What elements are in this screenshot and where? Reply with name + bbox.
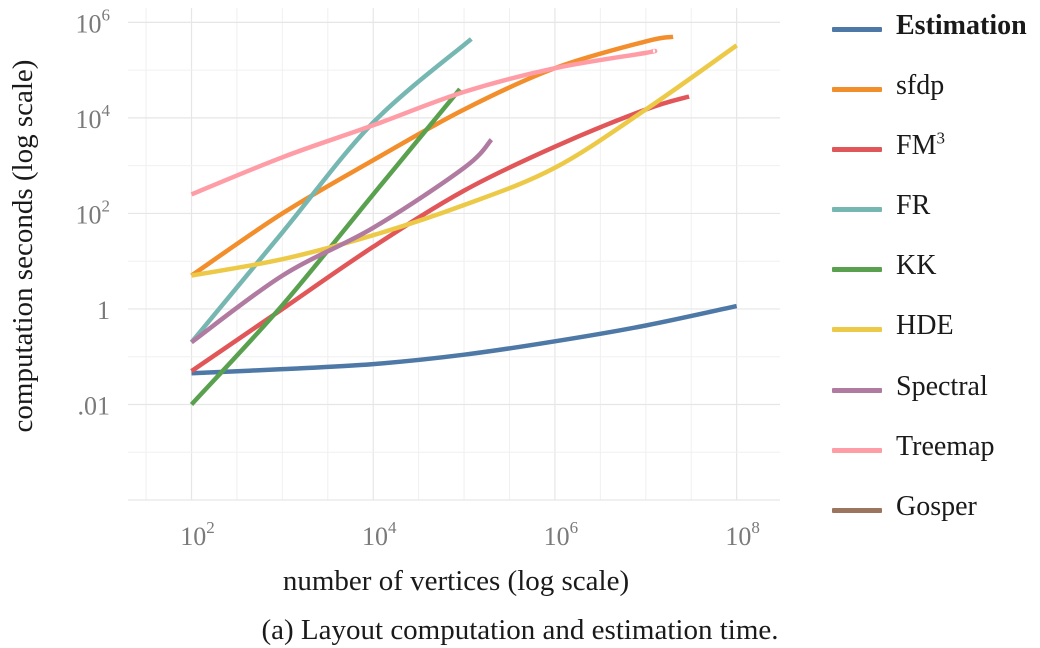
series-line-fr xyxy=(189,37,473,344)
legend-swatch xyxy=(832,147,882,153)
y-axis-title: computation seconds (log scale) xyxy=(7,60,39,433)
x-tick-labels: 102 104 106 108 xyxy=(180,518,760,551)
series-line-spectral xyxy=(190,138,494,345)
legend-label: FM3 xyxy=(896,128,945,162)
legend-swatch xyxy=(832,87,882,93)
y-tick-label: 104 xyxy=(76,101,111,134)
series-line-fm xyxy=(190,94,690,373)
x-tick-label: 108 xyxy=(725,518,760,551)
series-line-estimation xyxy=(191,303,738,376)
y-tick-label: 1 xyxy=(97,296,110,325)
legend-swatch xyxy=(832,267,882,273)
legend-swatch xyxy=(832,327,882,333)
chart: 102 104 106 108 .01 1 102 104 106 number of ver… xyxy=(7,5,780,597)
x-tick-label: 102 xyxy=(180,518,215,551)
legend-swatch xyxy=(832,27,882,32)
series-line-hde xyxy=(191,43,738,278)
legend-label: sfdp xyxy=(896,70,945,102)
x-tick-label: 106 xyxy=(544,518,579,551)
y-tick-label: 102 xyxy=(76,196,111,229)
legend-label: HDE xyxy=(896,310,954,342)
x-axis-title: number of vertices (log scale) xyxy=(283,565,629,597)
legend-label: FR xyxy=(896,190,931,222)
series-line-treemap xyxy=(190,48,658,197)
legend-label: Treemap xyxy=(896,430,995,462)
y-tick-label: .01 xyxy=(78,391,111,420)
series-line-sfdp xyxy=(190,34,674,278)
legend-label: Spectral xyxy=(896,370,988,402)
legend-label: KK xyxy=(896,250,937,282)
legend-label: Gosper xyxy=(896,490,977,522)
y-tick-labels: .01 1 102 104 106 xyxy=(76,5,111,420)
series-lines xyxy=(189,34,738,407)
y-tick-label: 106 xyxy=(76,5,111,38)
x-tick-label: 104 xyxy=(362,518,397,551)
legend-swatch xyxy=(832,387,882,393)
legend-swatch xyxy=(832,207,882,213)
legend-label: Estimation xyxy=(896,10,1027,41)
figure-caption: (a) Layout computation and estimation ti… xyxy=(261,614,779,646)
legend-swatch xyxy=(832,447,882,453)
legend-swatch xyxy=(832,507,882,513)
